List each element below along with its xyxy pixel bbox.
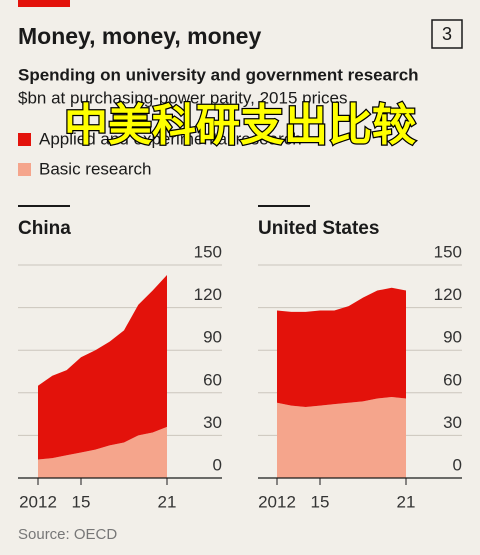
badge: 3 <box>442 24 452 44</box>
chart-title: Money, money, money <box>18 23 261 49</box>
source: Source: OECD <box>18 526 117 543</box>
y-tick-label: 90 <box>203 328 222 347</box>
x-tick-label: 2012 <box>258 492 296 511</box>
x-tick-label: 15 <box>72 492 91 511</box>
panel-title: United States <box>258 218 379 239</box>
legend-swatch <box>18 163 31 176</box>
y-tick-label: 30 <box>203 413 222 432</box>
legend-label: Applied and experimental research <box>39 129 302 148</box>
area <box>277 397 406 478</box>
y-tick-label: 60 <box>443 370 462 389</box>
brand-bar <box>18 0 70 7</box>
legend-label: Basic research <box>39 159 151 178</box>
area <box>38 274 167 460</box>
legend-swatch <box>18 133 31 146</box>
y-tick-label: 120 <box>194 285 222 304</box>
y-tick-label: 90 <box>443 328 462 347</box>
x-tick-label: 2012 <box>19 492 57 511</box>
subtitle: Spending on university and government re… <box>18 65 419 84</box>
y-tick-label: 150 <box>434 242 462 261</box>
y-tick-label: 30 <box>443 413 462 432</box>
y-tick-label: 150 <box>194 242 222 261</box>
legend: Applied and experimental research Basic r… <box>18 129 302 178</box>
area <box>277 287 406 407</box>
units: $bn at purchasing-power parity, 2015 pri… <box>18 88 347 107</box>
overlay-caption: 中美科研支出比较 <box>64 100 416 151</box>
y-tick-label: 0 <box>213 455 222 474</box>
y-tick-label: 60 <box>203 370 222 389</box>
plots: China 0 30 60 90 120 150 2012 15 21 United States 0… <box>18 205 462 511</box>
badge-box <box>431 19 463 49</box>
y-tick-label: 0 <box>453 455 462 474</box>
x-tick-label: 15 <box>311 492 330 511</box>
y-tick-label: 120 <box>434 285 462 304</box>
x-tick-label: 21 <box>397 492 416 511</box>
x-tick-label: 21 <box>158 492 177 511</box>
panel-rule <box>258 205 310 207</box>
area <box>38 426 167 478</box>
panel-rule <box>18 205 70 207</box>
panel-title: China <box>18 218 71 239</box>
